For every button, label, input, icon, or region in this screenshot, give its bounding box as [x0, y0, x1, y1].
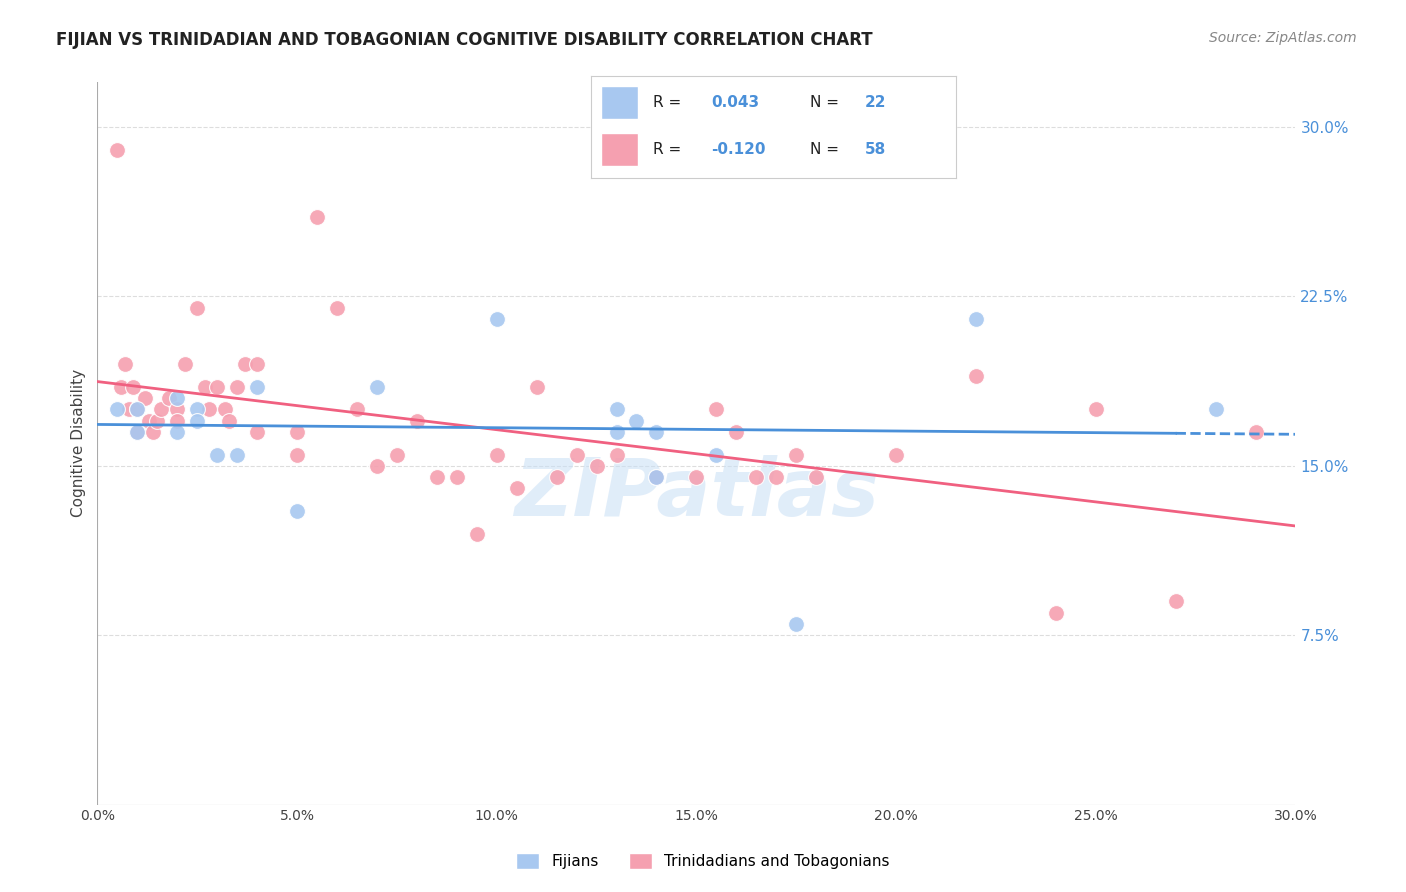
Text: N =: N = [810, 142, 839, 157]
Point [326, 301, 349, 315]
Point [1244, 425, 1267, 439]
Point [110, 380, 132, 394]
Point [505, 482, 527, 496]
Point [127, 402, 149, 417]
Point [405, 414, 427, 428]
Point [806, 470, 828, 484]
Point [246, 380, 269, 394]
Point [546, 470, 568, 484]
Point [745, 470, 768, 484]
Point [198, 402, 221, 417]
Point [186, 402, 208, 417]
FancyBboxPatch shape [602, 87, 638, 119]
Point [706, 402, 728, 417]
Point [1164, 594, 1187, 608]
Point [127, 425, 149, 439]
Point [285, 504, 308, 518]
Point [485, 448, 508, 462]
Point [465, 526, 488, 541]
Point [366, 458, 388, 473]
Point [725, 425, 748, 439]
Point [526, 380, 548, 394]
Text: R =: R = [652, 95, 681, 110]
Text: FIJIAN VS TRINIDADIAN AND TOBAGONIAN COGNITIVE DISABILITY CORRELATION CHART: FIJIAN VS TRINIDADIAN AND TOBAGONIAN COG… [56, 31, 873, 49]
Text: Source: ZipAtlas.com: Source: ZipAtlas.com [1209, 31, 1357, 45]
Point [585, 458, 607, 473]
Point [645, 425, 668, 439]
Point [965, 312, 987, 326]
Point [226, 448, 249, 462]
Point [166, 414, 188, 428]
Point [134, 391, 156, 405]
Legend: Fijians, Trinidadians and Tobagonians: Fijians, Trinidadians and Tobagonians [510, 847, 896, 875]
Point [127, 425, 149, 439]
Point [606, 448, 628, 462]
Point [366, 380, 388, 394]
Text: N =: N = [810, 95, 839, 110]
Point [138, 414, 160, 428]
Point [446, 470, 468, 484]
Point [606, 425, 628, 439]
Point [884, 448, 907, 462]
Point [1205, 402, 1227, 417]
Point [218, 414, 240, 428]
Point [645, 470, 668, 484]
Point [166, 391, 188, 405]
Point [565, 448, 588, 462]
Point [194, 380, 217, 394]
Point [246, 357, 269, 371]
Point [645, 470, 668, 484]
Point [186, 301, 208, 315]
Point [166, 425, 188, 439]
Point [105, 402, 128, 417]
Text: ZIPatlas: ZIPatlas [515, 455, 879, 533]
Point [785, 616, 807, 631]
Point [385, 448, 408, 462]
Point [233, 357, 256, 371]
Text: 58: 58 [865, 142, 886, 157]
Point [214, 402, 236, 417]
Point [105, 143, 128, 157]
Point [118, 402, 141, 417]
Point [346, 402, 368, 417]
Point [626, 414, 648, 428]
Point [150, 402, 173, 417]
Point [146, 414, 169, 428]
Point [765, 470, 787, 484]
Point [157, 391, 180, 405]
Text: R =: R = [652, 142, 681, 157]
Point [174, 357, 197, 371]
Point [485, 312, 508, 326]
Point [706, 448, 728, 462]
Point [606, 402, 628, 417]
Point [226, 380, 249, 394]
Point [142, 425, 165, 439]
Point [1045, 606, 1067, 620]
Point [166, 402, 188, 417]
Text: 0.043: 0.043 [711, 95, 759, 110]
Text: 22: 22 [865, 95, 886, 110]
Point [246, 425, 269, 439]
Point [685, 470, 707, 484]
Point [127, 402, 149, 417]
Point [285, 425, 308, 439]
Point [785, 448, 807, 462]
Point [965, 368, 987, 383]
Point [205, 448, 228, 462]
Point [285, 448, 308, 462]
Point [186, 414, 208, 428]
Point [1084, 402, 1107, 417]
Point [426, 470, 449, 484]
Point [205, 380, 228, 394]
Text: -0.120: -0.120 [711, 142, 766, 157]
Point [305, 211, 328, 225]
Point [122, 380, 145, 394]
FancyBboxPatch shape [602, 133, 638, 166]
Y-axis label: Cognitive Disability: Cognitive Disability [72, 369, 86, 517]
Point [114, 357, 136, 371]
